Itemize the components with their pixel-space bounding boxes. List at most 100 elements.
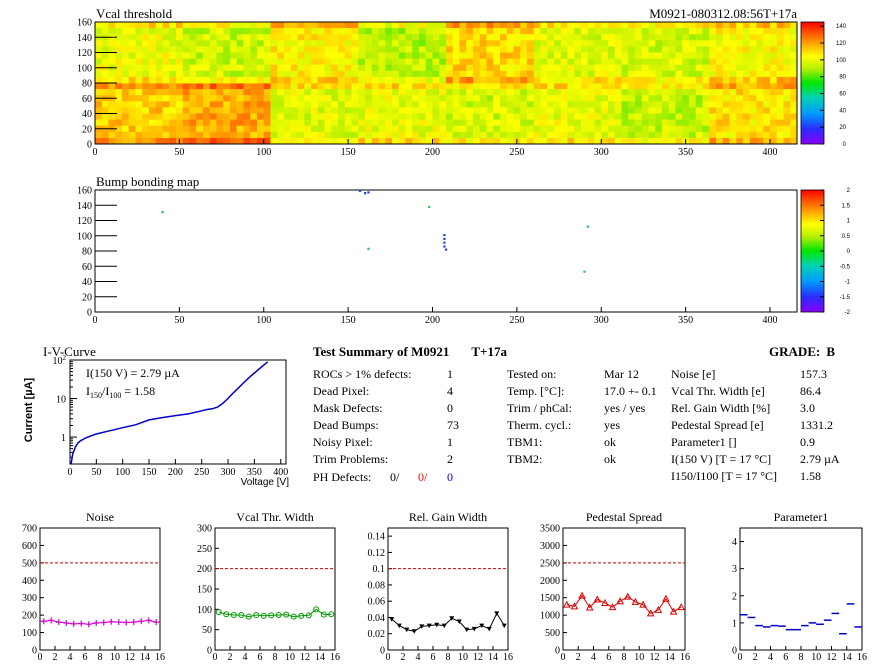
vcal-map-cell	[702, 70, 710, 78]
vcal-map-cell	[311, 107, 319, 114]
vcal-map-cell	[128, 34, 136, 41]
vcal-map-cell	[398, 137, 406, 145]
vcal-map-cell	[216, 83, 224, 90]
vcal-map-cell	[270, 137, 278, 145]
vcal-map-cell	[716, 83, 724, 90]
vcal-map-cell	[101, 76, 109, 84]
vcal-map-cell	[432, 107, 440, 114]
summary-plot-y-tick-label: 0	[32, 646, 37, 657]
vcal-map-cell	[270, 40, 278, 47]
vcal-map-cell	[452, 46, 460, 53]
vcal-map-cell	[176, 83, 184, 90]
summary-plot-point	[426, 623, 432, 629]
vcal-map-cell	[635, 113, 643, 120]
vcal-map-cell	[729, 119, 737, 127]
vcal-map-cell	[614, 101, 622, 108]
vcal-map-cell	[344, 22, 352, 29]
vcal-map-cell	[385, 76, 393, 84]
summary-plot-y-tick-label: 300	[197, 524, 212, 535]
vcal-map-cell	[459, 22, 467, 29]
vcal-map-cell	[203, 137, 211, 145]
vcal-map-cell	[263, 131, 271, 139]
vcal-map-cell	[716, 70, 724, 78]
vcal-map-cell	[574, 28, 582, 35]
vcal-map-cell	[473, 125, 481, 133]
vcal-map-cell	[506, 70, 514, 78]
summary-plot-x-tick-label: 6	[783, 652, 788, 663]
vcal-map-cell	[635, 76, 643, 84]
vcal-map-cell	[338, 119, 346, 127]
vcal-map-cell	[776, 125, 784, 133]
vcal-map-cell	[230, 125, 238, 133]
vcal-map-cell	[344, 28, 352, 35]
summary-plot-y-tick-label: 0	[380, 646, 385, 657]
vcal-map-cell	[587, 52, 595, 59]
vcal-map-cell	[338, 34, 346, 41]
vcal-map-cell	[722, 22, 730, 29]
vcal-map-cell	[668, 34, 676, 41]
summary-plot-point	[404, 627, 410, 633]
vcal-map-cell	[601, 58, 609, 66]
vcal-map-cell	[250, 83, 258, 90]
vcal-map-cell	[682, 131, 690, 139]
vcal-map-cell	[270, 64, 278, 72]
vcal-map-cell	[560, 40, 568, 47]
vcal-map-cell	[230, 58, 238, 66]
vcal-map-cell	[756, 58, 764, 66]
summary-condition-label: TBM1:	[507, 435, 542, 449]
vcal-map-cell	[675, 64, 683, 72]
vcal-map-cell	[581, 131, 589, 139]
vcal-map-cell	[486, 119, 494, 127]
bump-map-point	[367, 247, 370, 250]
vcal-map-y-tick-label: 100	[77, 63, 92, 74]
vcal-map-cell	[689, 52, 697, 59]
vcal-map-cell	[358, 70, 366, 78]
vcal-map-cell	[743, 70, 751, 78]
vcal-map-palette	[800, 21, 825, 145]
vcal-map-cell	[243, 101, 251, 108]
vcal-map-cell	[513, 89, 521, 96]
vcal-map-cell	[149, 137, 157, 145]
vcal-map-cell	[783, 58, 791, 66]
vcal-map-cell	[189, 125, 197, 133]
vcal-palette-tick-label: 20	[839, 125, 846, 131]
summary-plot-x-tick-label: 10	[110, 652, 120, 663]
vcal-map-cell	[486, 95, 494, 102]
vcal-map-cell	[182, 34, 190, 41]
vcal-map-cell	[108, 70, 116, 78]
vcal-palette-tick-label: 0	[843, 142, 847, 148]
vcal-map-cell	[682, 101, 690, 108]
vcal-map-cell	[155, 101, 163, 108]
vcal-map-cell	[763, 28, 771, 35]
vcal-map-cell	[783, 52, 791, 59]
vcal-map-cell	[95, 107, 103, 114]
vcal-map-cell	[284, 89, 292, 96]
vcal-map-cell	[250, 40, 258, 47]
vcal-map-cell	[216, 131, 224, 139]
vcal-map-cell	[601, 52, 609, 59]
vcal-map-cell	[749, 83, 757, 90]
summary-plot-point	[601, 598, 609, 606]
vcal-map-cell	[324, 40, 332, 47]
bump-palette-tick-label: -1.5	[840, 295, 851, 301]
vcal-map-cell	[250, 34, 258, 41]
vcal-map-cell	[520, 119, 528, 127]
vcal-map-cell	[122, 28, 130, 35]
summary-plot-frame	[39, 527, 161, 651]
vcal-map-cell	[270, 34, 278, 41]
vcal-map-cell	[189, 137, 197, 145]
vcal-map-cell	[439, 70, 447, 78]
vcal-map-cell	[614, 131, 622, 139]
vcal-map-cell	[284, 58, 292, 66]
summary-defect-value: 1	[447, 367, 453, 381]
vcal-map-cell	[216, 22, 224, 29]
summary-parameter-value: 1331.2	[800, 418, 833, 432]
vcal-map-cell	[614, 76, 622, 84]
vcal-map-cell	[365, 52, 373, 59]
vcal-map-cell	[189, 58, 197, 66]
vcal-map-cell	[641, 58, 649, 66]
vcal-map-cell	[648, 107, 656, 114]
vcal-map-cell	[662, 107, 670, 114]
vcal-map-cell	[527, 119, 535, 127]
